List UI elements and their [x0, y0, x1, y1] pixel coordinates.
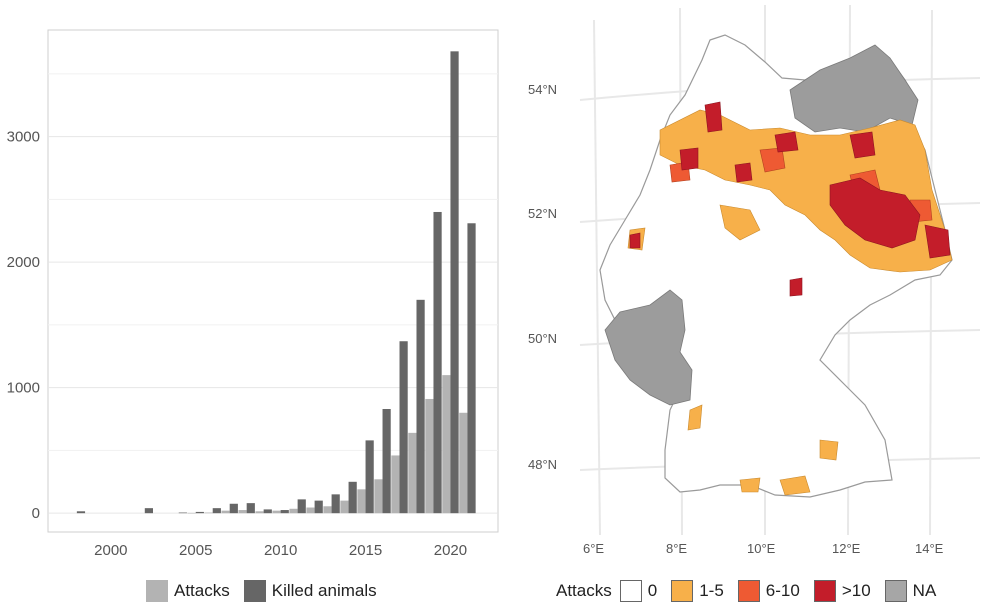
bar-killed-animals-2013	[331, 494, 340, 514]
bar-killed-animals-2018	[416, 299, 425, 514]
map-tick-lon-6: 6°E	[583, 541, 604, 556]
bar-attacks-2009	[255, 511, 264, 514]
bar-killed-animals-2020	[450, 51, 459, 514]
map-legend: Attacks 0 1-5 6-10 >10 NA	[556, 580, 950, 602]
bar-attacks-2020	[442, 375, 451, 514]
legend-swatch-killed-animals	[243, 580, 266, 602]
bar-killed-animals-2021	[467, 223, 476, 514]
bar-killed-animals-2009	[263, 509, 272, 514]
bar-attacks-2017	[391, 455, 400, 514]
y-tick-labels: 0 1000 2000 3000	[7, 129, 40, 522]
bar-attacks-2018	[408, 432, 417, 514]
bar-attacks-2016	[374, 479, 383, 514]
map-tick-lon-8: 8°E	[666, 541, 687, 556]
map-tick-lat-52: 52°N	[528, 206, 557, 221]
bar-attacks-2010	[272, 510, 281, 514]
bar-killed-animals-2012	[314, 500, 323, 514]
x-tick-label-2005: 2005	[179, 542, 212, 559]
map-tick-lon-10: 10°E	[747, 541, 776, 556]
na-region-west	[604, 289, 693, 406]
bar-killed-animals-2005	[195, 511, 204, 514]
legend-label-over-10: >10	[841, 581, 871, 600]
legend-swatch-over-10	[813, 580, 836, 602]
y-tick-label-1000: 1000	[7, 380, 40, 397]
map-tick-lat-48: 48°N	[528, 457, 557, 472]
y-tick-label-3000: 3000	[7, 129, 40, 146]
legend-swatch-1-5	[671, 580, 694, 602]
bar-killed-animals-2017	[399, 341, 408, 514]
germany-map: 54°N 52°N 50°N 48°N 6°E 8°E 10°E 12°E 14…	[528, 4, 981, 556]
legend-swatch-6-10	[737, 580, 760, 602]
bar-attacks-2012	[306, 507, 315, 514]
bar-attacks-2006	[204, 512, 213, 514]
bar-legend: Attacks Killed animals	[146, 580, 391, 602]
na-region-north	[789, 44, 919, 133]
bar-attacks-2013	[323, 506, 332, 514]
y-tick-label-0: 0	[32, 505, 40, 522]
bar-killed-animals-2010	[280, 510, 289, 514]
bar-marks	[76, 51, 476, 514]
bar-killed-animals-2011	[297, 499, 306, 514]
bar-killed-animals-2007	[229, 503, 238, 514]
bar-attacks-2007	[221, 510, 230, 514]
map-tick-lon-14: 14°E	[915, 541, 944, 556]
legend-swatch-attacks	[146, 580, 168, 602]
attacks-over-10-areas	[629, 101, 951, 297]
legend-label-0: 0	[647, 581, 658, 600]
bar-killed-animals-2016	[382, 409, 391, 514]
legend-label-1-5: 1-5	[699, 581, 724, 600]
map-legend-title: Attacks	[556, 581, 612, 600]
bar-attacks-2021	[459, 412, 468, 514]
bar-attacks-2008	[238, 510, 247, 514]
x-tick-label-2020: 2020	[434, 542, 467, 559]
bar-attacks-2019	[425, 398, 434, 514]
bar-chart: 0 1000 2000 3000 2000 2005 2010 2015 2020	[7, 29, 499, 559]
bar-killed-animals-2002	[144, 508, 153, 514]
legend-label-attacks: Attacks	[174, 581, 230, 600]
bar-attacks-2005	[187, 512, 196, 514]
y-tick-label-2000: 2000	[7, 254, 40, 271]
map-tick-lat-54: 54°N	[528, 82, 557, 97]
bar-killed-animals-2008	[246, 503, 255, 514]
bar-attacks-2014	[340, 500, 349, 514]
map-tick-lon-12: 12°E	[832, 541, 861, 556]
bar-killed-animals-2006	[212, 508, 221, 514]
bar-killed-animals-1998	[76, 511, 86, 514]
legend-label-6-10: 6-10	[765, 581, 800, 600]
bar-killed-animals-2004	[178, 512, 187, 514]
x-tick-label-2000: 2000	[94, 542, 127, 559]
bar-attacks-2011	[289, 508, 298, 514]
bar-killed-animals-2019	[433, 211, 442, 514]
map-tick-lat-50: 50°N	[528, 331, 557, 346]
x-tick-label-2015: 2015	[349, 542, 382, 559]
legend-swatch-0	[619, 580, 642, 602]
legend-label-killed-animals: Killed animals	[271, 581, 377, 600]
bar-attacks-2015	[357, 489, 366, 514]
x-tick-labels: 2000 2005 2010 2015 2020	[94, 542, 467, 559]
bar-killed-animals-2015	[365, 440, 374, 514]
x-tick-label-2010: 2010	[264, 542, 297, 559]
legend-swatch-na	[884, 580, 907, 602]
bar-killed-animals-2014	[348, 481, 357, 514]
legend-label-na: NA	[912, 581, 937, 600]
